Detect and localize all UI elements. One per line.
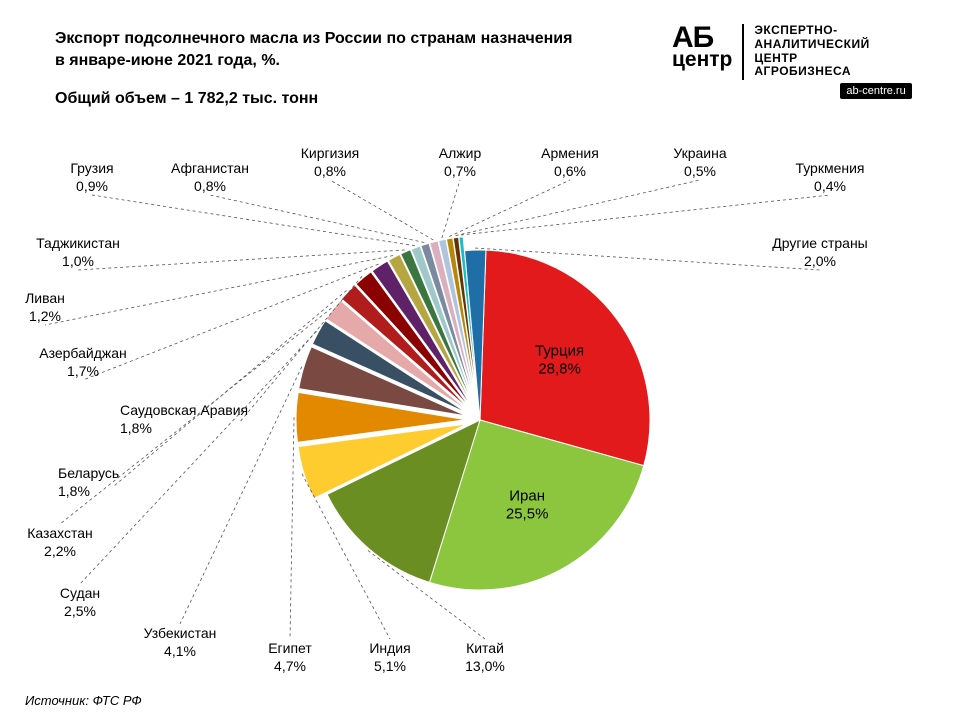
slice-label-name: Киргизия [301,145,360,161]
slice-label-name: Турция [535,343,584,360]
slice-label-name: Туркмения [795,160,864,176]
slice-label-name: Индия [369,640,410,656]
slice-label-pct: 2,2% [44,543,76,559]
slice-label-pct: 0,8% [314,163,346,179]
slice-label-name: Украина [673,145,727,161]
slice-label-pct: 0,7% [444,163,476,179]
leader-line [442,180,460,238]
slice-label-name: Армения [541,145,599,161]
slice-label-name: Китай [466,640,504,656]
slice-label-pct: 5,1% [374,658,406,674]
slice-label-pct: 25,5% [506,506,549,523]
slice-label-pct: 0,4% [814,178,846,194]
slice-label-pct: 0,5% [684,163,716,179]
leader-line [461,195,830,235]
slice-label-pct: 4,7% [274,658,306,674]
slice-label-pct: 4,1% [164,643,196,659]
slice-label-pct: 1,8% [120,420,152,436]
leader-line [449,180,570,237]
slice-label-name: Ливан [25,290,65,306]
leader-line [290,417,294,639]
slice-label-name: Казахстан [27,525,93,541]
slice-label-name: Египет [268,640,312,656]
slice-label-name: Грузия [70,160,113,176]
slice-label-name: Саудовская Аравия [120,402,248,418]
slice-label-pct: 1,2% [29,308,61,324]
slice-label-pct: 0,8% [194,178,226,194]
slice-label-pct: 0,9% [76,178,108,194]
slice-label-name: Судан [60,585,100,601]
slice-label-pct: 0,6% [554,163,586,179]
slice-label-pct: 13,0% [465,658,505,674]
leader-line [80,331,317,584]
leader-line [330,180,433,240]
slice-label-pct: 2,0% [804,253,836,269]
leader-line [456,180,700,236]
slice-label-name: Узбекистан [144,625,217,641]
slice-label-pct: 1,8% [58,483,90,499]
slice-label-name: Иран [509,488,545,505]
slice-label-pct: 2,5% [64,603,96,619]
slice-label-name: Азербайджан [39,345,127,361]
slice-label-name: Афганистан [171,160,249,176]
leader-line [78,250,405,270]
pie-chart: Турция28,8% Иран25,5% Китай 13,0% Индия 5,1% Е… [0,0,960,720]
slice-label-pct: 1,0% [62,253,94,269]
slice-label-name: Другие страны [772,235,868,251]
slice-label-name: Беларусь [58,465,119,481]
slice-label-pct: 28,8% [538,361,581,378]
slice-label-name: Таджикистан [36,235,120,251]
slice-label-pct: 1,7% [67,363,99,379]
leader-line [92,195,415,246]
slice-label-name: Алжир [439,145,482,161]
